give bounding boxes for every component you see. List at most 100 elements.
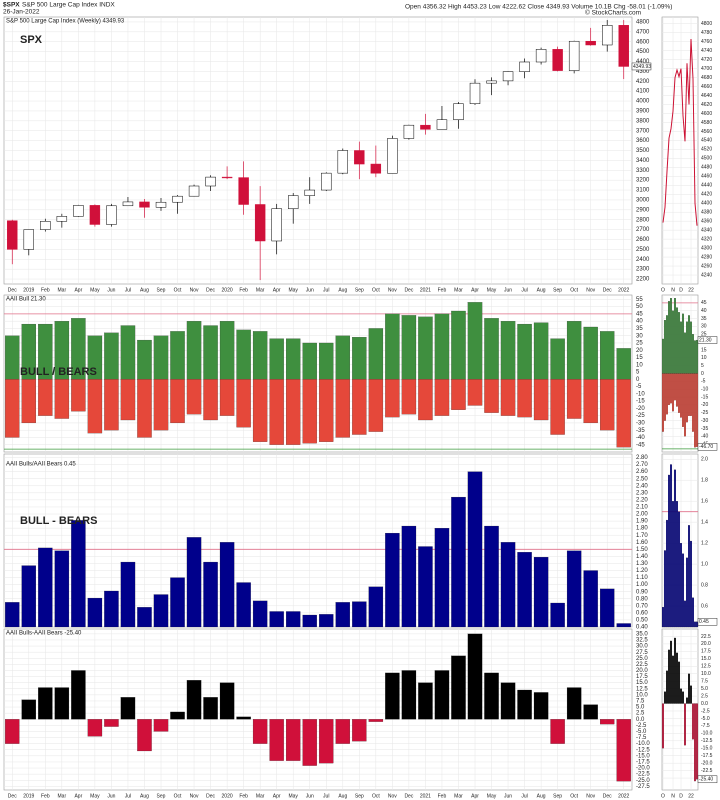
y-tick-label: -45 <box>636 442 645 448</box>
x-tick-label: D <box>679 287 683 293</box>
bar <box>302 379 317 444</box>
y-tick-label: 0 <box>636 377 640 383</box>
y-tick-label: 40 <box>636 319 643 325</box>
y-tick-label: 25 <box>636 341 643 347</box>
x-tick-label: D <box>679 793 683 799</box>
y-tick-label: 22.5 <box>701 634 711 640</box>
y-tick-label: 0.80 <box>636 596 648 602</box>
x-tick-label: Mar <box>454 793 463 799</box>
bar <box>21 565 36 628</box>
bar <box>550 379 565 435</box>
y-tick-label: 0.0 <box>701 701 708 707</box>
bar <box>170 331 185 380</box>
bar <box>137 607 152 628</box>
bar <box>38 687 53 720</box>
y-tick-label: 0.6 <box>701 603 708 609</box>
bar <box>467 633 483 720</box>
bar <box>269 611 284 628</box>
bar <box>219 379 235 416</box>
y-tick-label: 4240 <box>701 272 712 278</box>
y-tick-label: -12.5 <box>636 747 650 753</box>
x-tick-label: Jun <box>504 793 512 799</box>
x-tick-label: Jul <box>323 287 329 293</box>
bar <box>668 649 670 704</box>
bar <box>672 501 674 628</box>
bar <box>153 594 169 628</box>
bar <box>286 379 301 445</box>
bar <box>674 637 676 704</box>
bar <box>662 373 664 432</box>
bar <box>676 652 678 704</box>
y-tick-label: 15.0 <box>636 680 648 686</box>
y-tick-label: 2.40 <box>636 483 648 489</box>
candle-body <box>7 220 18 250</box>
y-tick-label: 3000 <box>636 198 650 204</box>
y-tick-label: 4520 <box>701 147 712 153</box>
y-tick-label: 4380 <box>701 210 712 216</box>
x-tick-label: Oct <box>174 793 182 799</box>
x-tick-label: Nov <box>586 793 595 799</box>
bar <box>696 339 698 374</box>
bar <box>252 379 268 442</box>
y-tick-label: 2.10 <box>636 505 648 511</box>
candle-body <box>221 176 233 179</box>
candle-body <box>56 216 68 222</box>
y-tick-label: 4300 <box>636 69 650 75</box>
bar <box>286 611 301 628</box>
bar <box>302 614 317 628</box>
bar <box>352 719 367 742</box>
y-tick-label: 12.5 <box>636 686 648 692</box>
bar <box>368 586 384 628</box>
legend: AAII Bulls-AAII Bears -25.40 <box>6 631 82 637</box>
bar <box>666 373 668 415</box>
y-tick-label: -20 <box>701 402 708 408</box>
bar <box>680 321 682 374</box>
x-tick-label: 22 <box>688 287 694 293</box>
x-tick-label: Dec <box>603 793 612 799</box>
bar <box>71 520 86 628</box>
y-tick-label: 10.0 <box>636 692 648 698</box>
y-tick-label: -27.5 <box>636 784 650 790</box>
y-tick-label: 4400 <box>636 59 650 65</box>
x-tick-label: Feb <box>239 793 248 799</box>
y-tick-label: 4300 <box>701 245 712 251</box>
x-tick-label: Apr <box>74 287 82 293</box>
y-tick-label: -5.0 <box>636 729 647 735</box>
last-tag <box>697 618 718 626</box>
panel-frame <box>661 453 699 628</box>
x-tick-label: Feb <box>438 287 447 293</box>
bar <box>686 557 688 628</box>
x-tick-label: Sep <box>553 793 562 799</box>
bar <box>684 373 686 437</box>
y-tick-label: 25.0 <box>636 656 648 662</box>
bar <box>170 711 185 720</box>
bar <box>186 321 202 380</box>
y-tick-label: 2.30 <box>636 490 648 496</box>
y-tick-label: 3900 <box>636 109 650 115</box>
bar <box>664 550 666 628</box>
y-tick-label: 2.5 <box>636 711 645 717</box>
y-tick-label: 40 <box>701 308 707 314</box>
legend: AAII Bulls/AAII Bears 0.45 <box>6 462 76 468</box>
bar <box>5 719 20 744</box>
ohlc: Open 4356.32 High 4453.23 Low 4222.62 Cl… <box>405 4 672 11</box>
bar <box>186 537 202 628</box>
candle-body <box>254 204 266 242</box>
y-tick-label: 15 <box>701 347 707 353</box>
y-tick-label: 4700 <box>636 29 650 35</box>
candle-body <box>122 201 134 207</box>
bar <box>451 310 466 380</box>
bar <box>385 532 400 628</box>
date: 26-Jan-2022 <box>3 9 40 16</box>
x-tick-label: Jun <box>306 287 314 293</box>
bar <box>252 331 268 380</box>
bar <box>678 312 680 374</box>
y-tick-label: 35 <box>701 316 707 322</box>
last-value-label: -25.40 <box>699 777 713 783</box>
x-tick-label: Dec <box>206 287 215 293</box>
y-tick-label: 4100 <box>636 89 650 95</box>
candle-body <box>139 201 150 208</box>
x-tick-label: Apr <box>471 287 479 293</box>
y-tick-label: 4700 <box>701 66 712 72</box>
y-tick-label: -22.5 <box>701 768 713 774</box>
